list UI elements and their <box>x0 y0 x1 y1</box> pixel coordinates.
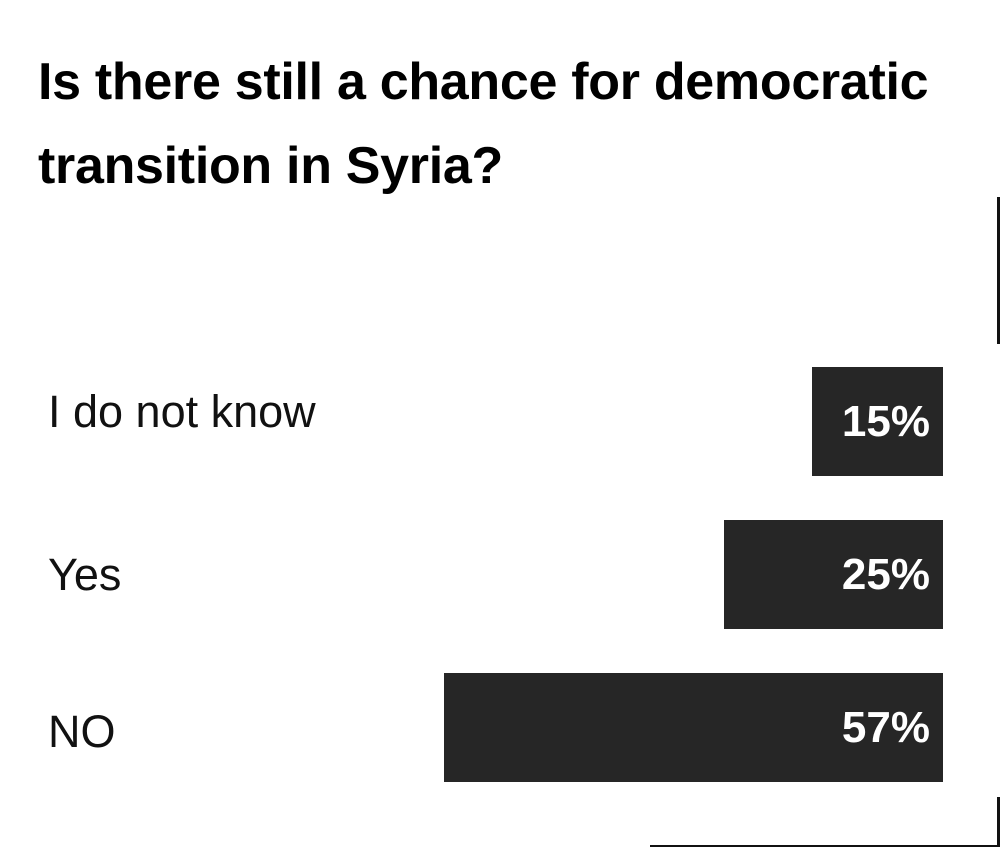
bar-no <box>444 673 943 782</box>
bar-i-do-not-know <box>811 367 943 476</box>
category-label-yes: Yes <box>48 548 122 600</box>
bar-value-label-no: 57% <box>841 702 930 752</box>
frame-edge-right-upper <box>997 197 1000 344</box>
category-label-i-do-not-know: I do not know <box>48 385 316 437</box>
frame-edge-right-lower <box>997 797 1000 847</box>
category-label-no: NO <box>48 705 116 757</box>
bar-yes <box>724 520 943 629</box>
chart-title: Is there still a chance for democratic t… <box>38 53 929 195</box>
bar-value-label-i-do-not-know: 15% <box>841 396 930 446</box>
bar-value-label-yes: 25% <box>841 549 930 599</box>
frame-edge-bottom <box>650 845 1000 847</box>
